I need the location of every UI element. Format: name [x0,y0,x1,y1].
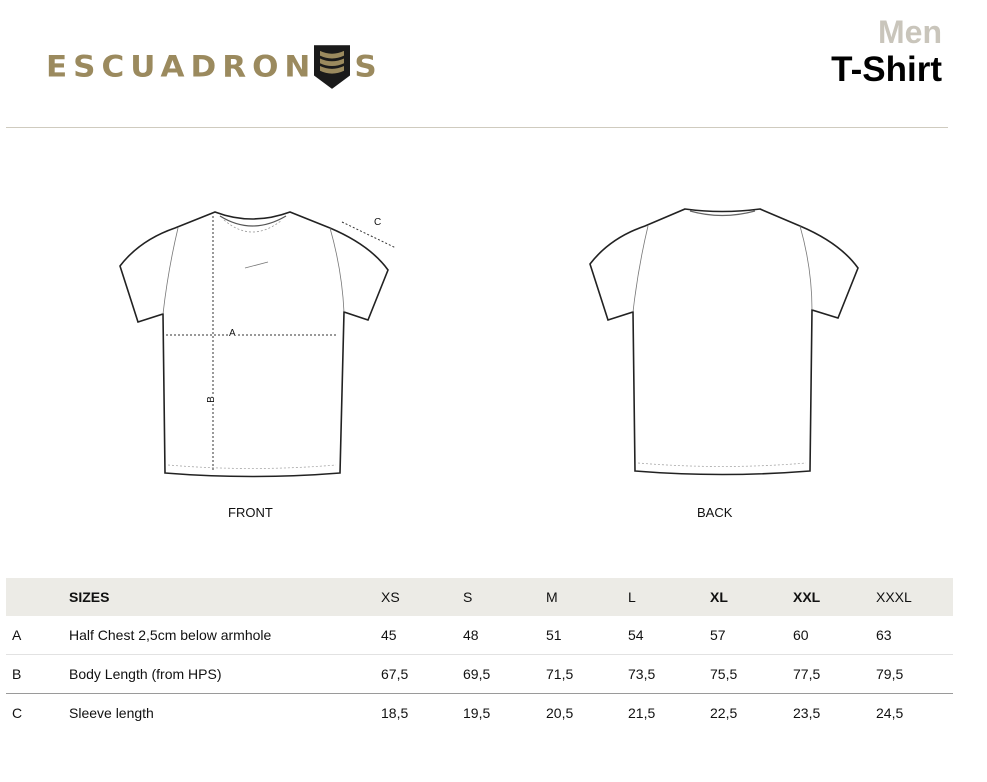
row-label: Body Length (from HPS) [69,666,222,682]
cell: 24,5 [876,705,904,721]
cell: 54 [628,627,644,643]
cell: 18,5 [381,705,409,721]
size-table: SIZES XS S M L XL XXL XXXL A Half Chest … [6,578,953,732]
cell: 60 [793,627,809,643]
cell: 48 [463,627,479,643]
cell: 23,5 [793,705,821,721]
row-key: A [12,627,22,643]
cell: 45 [381,627,397,643]
logo-text-part: ESCUADRON [46,49,317,85]
header-divider [6,127,948,128]
cell: 19,5 [463,705,491,721]
measure-a-label: A [229,328,236,339]
size-header: XXXL [876,589,912,605]
row-key: C [12,705,23,721]
cell: 69,5 [463,666,491,682]
brand-logo: ESCUADRON S [46,45,383,89]
category-label: Men [878,14,942,50]
product-title: T-Shirt [831,50,942,89]
row-label: Sleeve length [69,705,154,721]
size-header: XS [381,589,400,605]
size-header: L [628,589,636,605]
table-row: A Half Chest 2,5cm below armhole 45 48 5… [6,616,953,655]
cell: 63 [876,627,892,643]
logo-text-end: S [354,49,383,85]
row-key: B [12,666,22,682]
table-row: B Body Length (from HPS) 67,5 69,5 71,5 … [6,655,953,694]
size-header: S [463,589,473,605]
cell: 51 [546,627,562,643]
tshirt-back-drawing [589,208,859,476]
cell: 20,5 [546,705,574,721]
back-caption: BACK [697,505,733,520]
measure-b-label: B [205,396,217,403]
cell: 75,5 [710,666,738,682]
sizes-header: SIZES [69,589,110,605]
row-label: Half Chest 2,5cm below armhole [69,627,272,643]
cell: 79,5 [876,666,904,682]
shield-icon [314,45,351,89]
size-header: M [546,589,558,605]
size-header: XL [710,589,728,605]
cell: 22,5 [710,705,738,721]
cell: 57 [710,627,726,643]
size-header: XXL [793,589,821,605]
table-header-row: SIZES XS S M L XL XXL XXXL [6,578,953,616]
cell: 77,5 [793,666,821,682]
measure-c-label: C [374,217,382,228]
cell: 67,5 [381,666,409,682]
tshirt-front-drawing [119,211,397,478]
table-row: C Sleeve length 18,5 19,5 20,5 21,5 22,5… [6,694,953,732]
cell: 21,5 [628,705,656,721]
front-caption: FRONT [228,505,273,520]
cell: 73,5 [628,666,656,682]
cell: 71,5 [546,666,574,682]
